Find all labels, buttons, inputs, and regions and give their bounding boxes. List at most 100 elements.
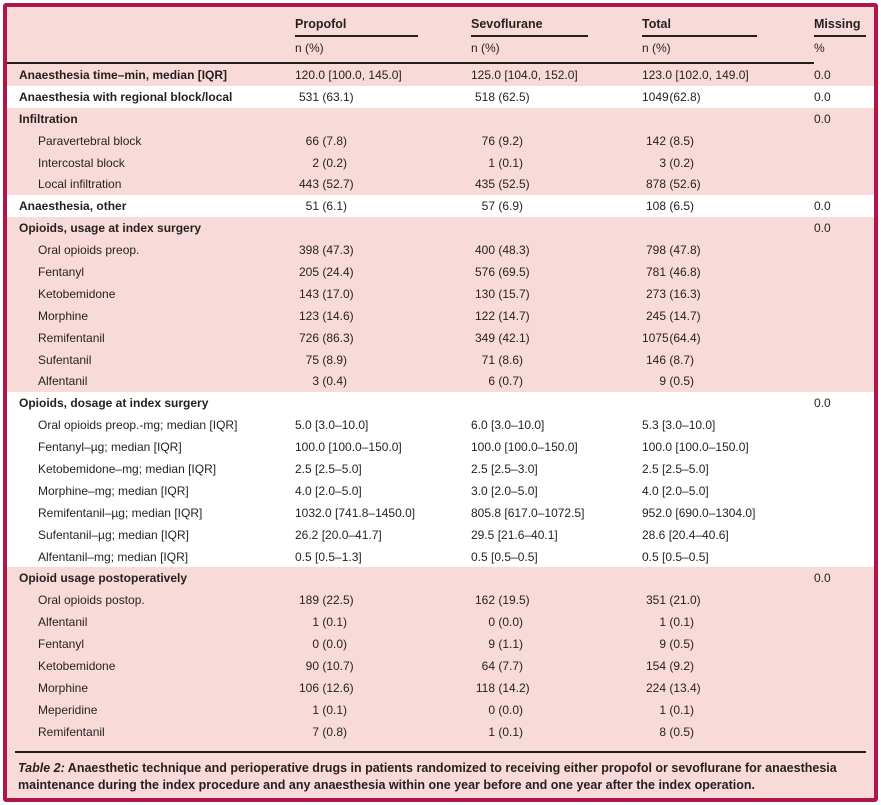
row-label: Anaesthesia time–min, median [IQR] (19, 67, 228, 82)
cell-propofol: 7 (0.8) (312, 724, 348, 739)
cell-total: 273 (16.3) (645, 286, 701, 301)
table-row: Morphine 123 (14.6) 122 (14.7) 245 (14.7) (7, 305, 874, 327)
cell-total: 123.0 [102.0, 149.0] (642, 67, 749, 82)
row-label: Ketobemidone–mg; median [IQR] (38, 461, 217, 476)
row-label: Opioids, dosage at index surgery (19, 396, 209, 411)
table-row: Oral opioids preop.-mg; median [IQR] 5.0 … (7, 414, 874, 437)
cell-sevoflurane: 122 (14.7) (474, 308, 530, 323)
cell-propofol: 531 (63.1) (298, 89, 354, 104)
table-frame: Propofol n (%) Sevoflurane n (%) Total n… (3, 3, 878, 802)
cell-sevoflurane: 0 (0.0) (488, 702, 524, 717)
row-label: Paravertebral block (38, 133, 142, 148)
cell-propofol: 189 (22.5) (298, 593, 354, 608)
header-col-propofol: Propofol n (%) (295, 7, 471, 64)
table-row: Opioids, dosage at index surgery 0.0 (7, 392, 874, 415)
cell-sevoflurane: 29.5 [21.6–40.1] (471, 527, 558, 542)
caption-text: Anaesthetic technique and perioperative … (18, 760, 837, 792)
header-col-total: Total n (%) (642, 7, 814, 64)
row-label: Intercostal block (38, 155, 125, 170)
row-label: Oral opioids preop.-mg; median [IQR] (38, 418, 238, 433)
cell-sevoflurane: 76 (9.2) (481, 133, 524, 148)
row-label: Anaesthesia, other (19, 199, 127, 214)
cell-total: 142 (8.5) (645, 133, 695, 148)
cell-propofol: 100.0 [100.0–150.0] (295, 440, 402, 455)
row-label: Opioid usage postoperatively (19, 571, 188, 586)
table-body: Anaesthesia time–min, median [IQR] 120.0 … (7, 64, 874, 743)
cell-total: 8 (0.5) (659, 724, 695, 739)
row-label: Opioids, usage at index surgery (19, 221, 202, 236)
table-row: Remifentanil–µg; median [IQR] 1032.0 [741… (7, 501, 874, 524)
row-label: Morphine (38, 680, 89, 695)
table-row: Ketobemidone 143 (17.0) 130 (15.7) 273 (16.… (7, 283, 874, 305)
table-row: Paravertebral block 66 (7.8) 76 (9.2) 142 (… (7, 130, 874, 152)
row-label: Fentanyl (38, 264, 85, 279)
cell-propofol: 143 (17.0) (298, 286, 354, 301)
cell-propofol: 398 (47.3) (298, 243, 354, 258)
table-row: Anaesthesia with regional block/local 531… (7, 85, 874, 108)
row-label: Remifentanil (38, 724, 105, 739)
row-label: Sufentanil–µg; median [IQR] (38, 527, 189, 542)
cell-total: 0.5 [0.5–0.5] (642, 549, 709, 564)
cell-total: 1075 (64.4) (642, 330, 701, 345)
table-row: Sufentanil–µg; median [IQR] 26.2 [20.0–41… (7, 523, 874, 546)
cell-sevoflurane: 2.5 [2.5–3.0] (471, 461, 538, 476)
cell-sevoflurane: 349 (42.1) (474, 330, 530, 345)
cell-total: 5.3 [3.0–10.0] (642, 418, 716, 433)
row-label: Oral opioids postop. (38, 593, 145, 608)
cell-sevoflurane: 1 (0.1) (488, 155, 524, 170)
row-label: Infiltration (19, 111, 78, 126)
cell-total: 1049 (62.8) (642, 89, 701, 104)
table-header: Propofol n (%) Sevoflurane n (%) Total n… (7, 7, 874, 64)
row-label: Fentanyl–µg; median [IQR] (38, 440, 182, 455)
cell-missing: 0.0 (814, 221, 831, 236)
cell-propofol: 26.2 [20.0–41.7] (295, 527, 382, 542)
table-row: Ketobemidone 90 (10.7) 64 (7.7) 154 (9.2) (7, 655, 874, 677)
cell-total: 2.5 [2.5–5.0] (642, 461, 709, 476)
cell-propofol: 120.0 [100.0, 145.0] (295, 67, 402, 82)
cell-propofol: 90 (10.7) (305, 658, 354, 673)
cell-sevoflurane: 57 (6.9) (481, 199, 524, 214)
table-row: Intercostal block 2 (0.2) 1 (0.1) 3 (0.2) (7, 152, 874, 174)
cell-total: 351 (21.0) (645, 593, 701, 608)
cell-propofol: 1 (0.1) (312, 615, 348, 630)
cell-propofol: 75 (8.9) (305, 352, 348, 367)
cell-sevoflurane: 3.0 [2.0–5.0] (471, 483, 538, 498)
table-row: Fentanyl 0 (0.0) 9 (1.1) 9 (0.5) (7, 633, 874, 655)
cell-total: 1 (0.1) (659, 702, 695, 717)
row-label: Meperidine (38, 702, 98, 717)
table-row: Opioids, usage at index surgery 0.0 (7, 217, 874, 239)
cell-total: 3 (0.2) (659, 155, 695, 170)
row-label: Alfentanil (38, 615, 88, 630)
row-label: Local infiltration (38, 177, 122, 192)
cell-total: 146 (8.7) (645, 352, 695, 367)
cell-sevoflurane: 435 (52.5) (474, 177, 530, 192)
cell-total: 100.0 [100.0–150.0] (642, 440, 749, 455)
cell-sevoflurane: 518 (62.5) (474, 89, 530, 104)
cell-sevoflurane: 125.0 [104.0, 152.0] (471, 67, 578, 82)
table-row: Alfentanil–mg; median [IQR] 0.5 [0.5–1.3]… (7, 545, 874, 568)
cell-sevoflurane: 100.0 [100.0–150.0] (471, 440, 578, 455)
column-header-total: Total (642, 17, 757, 37)
cell-total: 878 (52.6) (645, 177, 701, 192)
cell-sevoflurane: 64 (7.7) (481, 658, 524, 673)
table-row: Infiltration 0.0 (7, 108, 874, 130)
cell-total: 224 (13.4) (645, 680, 701, 695)
row-label: Alfentanil (38, 374, 88, 389)
cell-propofol: 4.0 [2.0–5.0] (295, 483, 362, 498)
caption-label: Table 2: (18, 760, 65, 775)
cell-sevoflurane: 9 (1.1) (488, 637, 524, 652)
cell-sevoflurane: 118 (14.2) (475, 680, 530, 695)
cell-total: 4.0 [2.0–5.0] (642, 483, 709, 498)
cell-propofol: 443 (52.7) (298, 177, 354, 192)
table-row: Sufentanil 75 (8.9) 71 (8.6) 146 (8.7) (7, 349, 874, 371)
cell-sevoflurane: 162 (19.5) (474, 593, 530, 608)
row-label: Ketobemidone (38, 658, 116, 673)
cell-total: 9 (0.5) (659, 374, 695, 389)
row-label: Sufentanil (38, 352, 92, 367)
cell-sevoflurane: 1 (0.1) (488, 724, 524, 739)
cell-propofol: 123 (14.6) (298, 308, 354, 323)
row-label: Anaesthesia with regional block/local (19, 89, 233, 104)
table-row: Anaesthesia, other 51 (6.1) 57 (6.9) 108 (6… (7, 195, 874, 218)
cell-propofol: 3 (0.4) (312, 374, 348, 389)
cell-missing: 0.0 (814, 67, 831, 82)
